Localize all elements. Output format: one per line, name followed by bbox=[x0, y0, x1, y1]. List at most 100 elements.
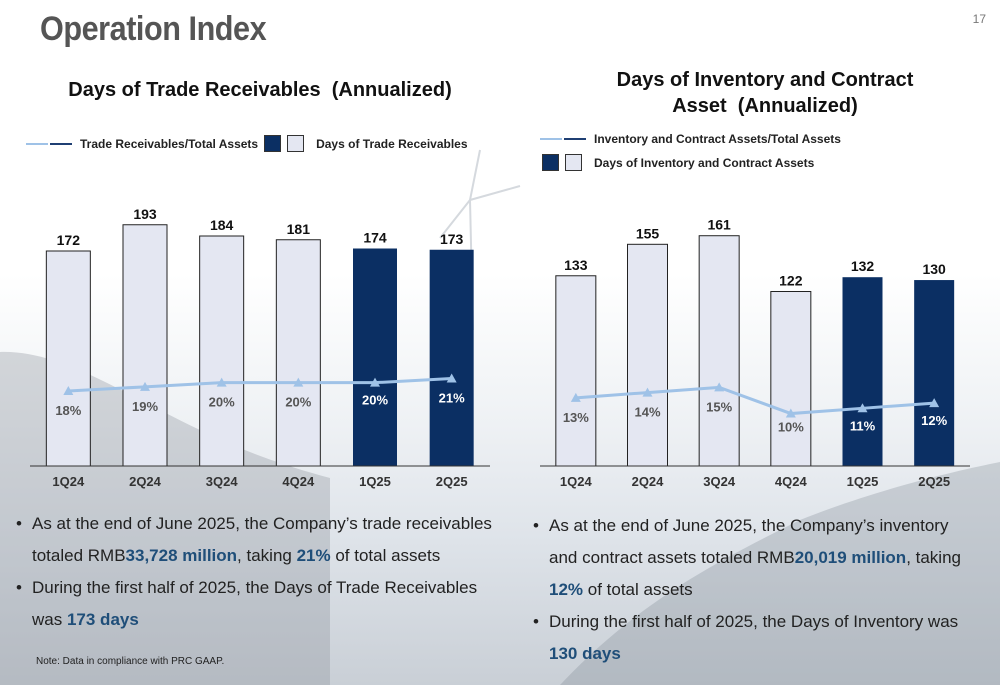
right-bullet-1-text-e: of total assets bbox=[583, 580, 693, 599]
right-tick-1Q25: 1Q25 bbox=[847, 474, 879, 489]
left-tick-1Q24: 1Q24 bbox=[52, 474, 85, 489]
left-tick-4Q24: 4Q24 bbox=[282, 474, 315, 489]
left-bullet-2: During the first half of 2025, the Days … bbox=[16, 572, 492, 636]
right-ratio-label-2Q25: 12% bbox=[921, 413, 947, 428]
left-tick-2Q25: 2Q25 bbox=[436, 474, 468, 489]
left-bar-label-2Q24: 193 bbox=[133, 206, 157, 222]
left-ratio-marker-3Q24 bbox=[216, 377, 227, 387]
right-bar-label-3Q24: 161 bbox=[707, 217, 731, 233]
left-legend: Trade Receivables/Total Assets Days of T… bbox=[26, 135, 468, 152]
right-ratio-label-1Q25: 11% bbox=[850, 418, 876, 433]
left-ratio-label-1Q24: 18% bbox=[55, 403, 81, 418]
left-bullets: As at the end of June 2025, the Company’… bbox=[16, 508, 492, 636]
left-bar-3Q24 bbox=[199, 235, 245, 467]
left-tick-3Q24: 3Q24 bbox=[206, 474, 239, 489]
right-bullet-1-pct: 12% bbox=[549, 580, 584, 599]
left-bar-1Q25 bbox=[353, 248, 397, 466]
page-title: Operation Index bbox=[40, 10, 267, 48]
light-bar-swatch-icon bbox=[565, 154, 582, 171]
right-bullet-1-text-c: , taking bbox=[906, 548, 961, 567]
left-bullet-1-text-a: As at the end of June 2025, the Company’… bbox=[32, 514, 492, 565]
left-ratio-marker-1Q24 bbox=[63, 386, 74, 395]
light-bar-swatch-icon bbox=[287, 135, 305, 152]
line-legend-icon bbox=[540, 133, 588, 145]
right-tick-3Q24: 3Q24 bbox=[703, 474, 736, 489]
left-legend-line-label: Trade Receivables/Total Assets bbox=[80, 136, 259, 151]
right-bullet-1-amount: 20,019 million bbox=[794, 548, 907, 567]
left-ratio-marker-2Q24 bbox=[140, 381, 150, 391]
right-bar-label-1Q24: 133 bbox=[564, 257, 588, 273]
right-ratio-line bbox=[575, 385, 935, 416]
left-ratio-label-2Q25: 21% bbox=[439, 391, 465, 406]
left-bullet-1-amount: 33,728 million bbox=[125, 546, 238, 565]
right-bar-label-2Q25: 130 bbox=[922, 261, 946, 277]
left-bar-label-4Q24: 181 bbox=[287, 221, 311, 237]
left-ratio-label-4Q24: 20% bbox=[285, 395, 311, 410]
left-tick-2Q24: 2Q24 bbox=[129, 474, 162, 489]
left-ratio-marker-4Q24 bbox=[293, 377, 304, 387]
right-ratio-label-2Q24: 14% bbox=[634, 405, 660, 420]
dark-bar-swatch-icon bbox=[542, 154, 559, 171]
right-bullet-2: During the first half of 2025, the Days … bbox=[533, 606, 971, 670]
left-bar-4Q24 bbox=[275, 239, 321, 467]
left-bullet-1-text-e: of total assets bbox=[330, 546, 441, 565]
right-ratio-marker-1Q25 bbox=[857, 403, 868, 413]
right-bar-2Q25 bbox=[914, 280, 955, 466]
page-number: 17 bbox=[972, 12, 986, 26]
left-bar-2Q25 bbox=[429, 249, 474, 466]
left-ratio-marker-2Q25 bbox=[446, 373, 457, 383]
left-bar-2Q24 bbox=[122, 224, 168, 467]
right-legend-bar-label: Days of Inventory and Contract Assets bbox=[594, 155, 815, 170]
right-bar-label-1Q25: 132 bbox=[851, 258, 875, 274]
left-ratio-marker-1Q25 bbox=[370, 377, 380, 387]
right-tick-4Q24: 4Q24 bbox=[775, 474, 808, 489]
left-ratio-label-2Q24: 19% bbox=[132, 399, 158, 414]
left-bullet-1: As at the end of June 2025, the Company’… bbox=[16, 508, 492, 572]
right-bar-label-4Q24: 122 bbox=[779, 273, 803, 289]
right-ratio-label-3Q24: 15% bbox=[706, 399, 732, 414]
left-ratio-label-3Q24: 20% bbox=[209, 395, 235, 410]
right-ratio-marker-3Q24 bbox=[714, 382, 725, 392]
right-bar-3Q24 bbox=[698, 235, 740, 467]
right-chart-title: Days of Inventory and Contract Asset (An… bbox=[616, 69, 914, 117]
right-bullet-1-text-a: As at the end of June 2025, the Company’… bbox=[549, 516, 949, 567]
right-legend-bar: Days of Inventory and Contract Assets bbox=[542, 154, 814, 171]
right-bullet-2-days: 130 days bbox=[549, 644, 621, 663]
left-bar-label-1Q24: 172 bbox=[57, 232, 81, 248]
right-tick-2Q24: 2Q24 bbox=[632, 474, 665, 489]
left-bullet-1-text-c: , taking bbox=[237, 546, 297, 565]
right-bar-label-2Q24: 155 bbox=[636, 225, 660, 241]
right-ratio-marker-2Q24 bbox=[642, 387, 653, 397]
line-legend-icon bbox=[26, 138, 74, 150]
right-bullets: As at the end of June 2025, the Company’… bbox=[533, 510, 971, 670]
left-chart-title: Days of Trade Receivables (Annualized) bbox=[68, 79, 452, 101]
left-ratio-label-1Q25: 20% bbox=[362, 393, 388, 408]
left-bar-label-3Q24: 184 bbox=[210, 217, 234, 233]
right-bar-2Q24 bbox=[627, 243, 668, 467]
dark-bar-swatch-icon bbox=[264, 135, 282, 152]
right-ratio-label-4Q24: 10% bbox=[778, 420, 804, 435]
right-tick-2Q25: 2Q25 bbox=[918, 474, 950, 489]
left-bullet-1-pct: 21% bbox=[296, 546, 331, 565]
left-legend-bar-label: Days of Trade Receivables bbox=[316, 136, 468, 151]
footnote: Note: Data in compliance with PRC GAAP. bbox=[36, 656, 225, 667]
right-bullet-2-text-a: During the first half of 2025, the Days … bbox=[549, 612, 959, 631]
left-bar-label-2Q25: 173 bbox=[440, 231, 464, 247]
left-bullet-2-text-a: During the first half of 2025, the Days … bbox=[32, 578, 478, 629]
right-bar-1Q25 bbox=[842, 277, 883, 466]
right-tick-1Q24: 1Q24 bbox=[560, 474, 593, 489]
left-bullet-2-days: 173 days bbox=[66, 610, 139, 629]
right-legend-line: Inventory and Contract Assets/Total Asse… bbox=[540, 132, 841, 146]
right-ratio-marker-2Q25 bbox=[929, 398, 940, 408]
left-ratio-line bbox=[68, 377, 452, 393]
right-ratio-label-1Q24: 13% bbox=[563, 410, 589, 425]
right-legend-line-label: Inventory and Contract Assets/Total Asse… bbox=[594, 132, 841, 146]
right-bullet-1: As at the end of June 2025, the Company’… bbox=[533, 510, 971, 606]
right-ratio-marker-4Q24 bbox=[785, 408, 796, 418]
right-bar-4Q24 bbox=[770, 291, 812, 467]
left-tick-1Q25: 1Q25 bbox=[359, 474, 391, 489]
left-bar-label-1Q25: 174 bbox=[363, 230, 387, 246]
right-bar-1Q24 bbox=[555, 275, 597, 467]
